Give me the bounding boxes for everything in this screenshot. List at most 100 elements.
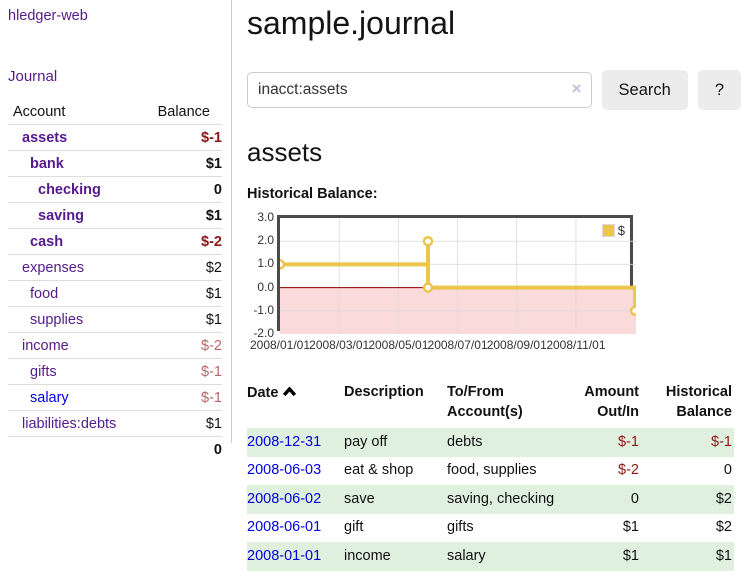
account-link-checking[interactable]: checking (38, 181, 101, 198)
account-link-saving[interactable]: saving (38, 207, 84, 224)
account-link-assets[interactable]: assets (22, 129, 68, 146)
account-link-salary[interactable]: salary (30, 389, 69, 406)
register-accounts: debts (447, 428, 557, 457)
register-description: income (344, 542, 447, 571)
account-balance: $1 (138, 202, 222, 229)
search-row: × Search ? (247, 70, 741, 110)
account-balance: $1 (138, 280, 222, 307)
account-balance: $2 (138, 254, 222, 281)
y-axis-tick: -2.0 (253, 326, 274, 340)
account-row: checking 0 (8, 176, 222, 203)
account-balance: $-2 (138, 332, 222, 359)
search-button[interactable]: Search (601, 70, 688, 110)
register-date-link[interactable]: 2008-06-01 (247, 519, 322, 536)
register-balance: $2 (641, 485, 734, 514)
account-heading: assets (247, 137, 323, 167)
y-axis-tick: 2.0 (257, 233, 274, 248)
register-accounts: saving, checking (447, 485, 557, 514)
register-row: 2008-06-03 eat & shop food, supplies $-2 0 (247, 457, 734, 486)
main-panel: sample.journal × Search ? assets Histori… (232, 0, 741, 571)
account-row: cash $-2 (8, 228, 222, 255)
chart-line-svg (280, 218, 636, 334)
register-accounts: food, supplies (447, 462, 537, 479)
account-balance: $-2 (138, 228, 222, 255)
x-axis-tick: 2008/03/01 (309, 338, 370, 352)
register-balance: $1 (641, 542, 734, 571)
legend-label: $ (617, 223, 625, 238)
accounts-col-balance: Balance (157, 103, 210, 120)
register-row: 2008-01-01 income salary $1 $1 (247, 542, 734, 571)
chart-title: Historical Balance: (247, 186, 378, 202)
account-row: liabilities:debts $1 (8, 410, 222, 437)
account-link-food[interactable]: food (30, 285, 59, 302)
account-link-cash[interactable]: cash (30, 233, 64, 250)
chart-plot-area[interactable]: $ (277, 215, 636, 334)
x-axis-tick: 2008/07/01 (427, 338, 488, 352)
account-balance: $1 (138, 306, 222, 333)
account-row: expenses $2 (8, 254, 222, 281)
register-balance: 0 (723, 462, 732, 479)
account-row: saving $1 (8, 202, 222, 229)
register-balance: $-1 (641, 428, 734, 457)
help-button[interactable]: ? (697, 70, 741, 110)
account-row: salary $-1 (8, 384, 222, 411)
account-link-gifts[interactable]: gifts (30, 363, 57, 380)
x-axis-tick: 2008/09/01 (486, 338, 547, 352)
sidebar-item-journal[interactable]: Journal (8, 68, 58, 85)
register-col-date[interactable]: Date (247, 381, 344, 428)
register-date-link[interactable]: 2008-12-31 (247, 433, 322, 450)
account-balance: $-1 (138, 358, 222, 385)
register-accounts: salary (447, 542, 557, 571)
account-link-income[interactable]: income (22, 337, 69, 354)
x-axis-tick: 2008/11/01 (546, 338, 606, 352)
sidebar: hledger-web Journal Account Balance asse… (0, 0, 232, 571)
register-table: Date Description To/From Account(s) Amoun… (247, 381, 734, 571)
account-row: gifts $-1 (8, 358, 222, 385)
account-row: food $1 (8, 280, 222, 307)
register-description: save (344, 485, 447, 514)
account-link-supplies[interactable]: supplies (30, 311, 84, 328)
chart-legend: $ (601, 223, 625, 238)
account-balance: $1 (138, 150, 222, 177)
register-row: 2008-12-31 pay off debts $-1 $-1 (247, 428, 734, 457)
account-balance: $-1 (138, 124, 222, 151)
register-col-accounts: To/From Account(s) (447, 384, 523, 420)
search-box: × (247, 72, 592, 108)
page-title: sample.journal (247, 5, 456, 41)
register-date-link[interactable]: 2008-06-02 (247, 490, 322, 507)
account-link-bank[interactable]: bank (30, 155, 64, 172)
search-input[interactable] (247, 72, 592, 108)
balance-chart: $ 3.0 2.0 1.0 0.0 -1.0 -2.0 2008/01/01 2008/03/… (247, 210, 667, 357)
brand-link[interactable]: hledger-web (8, 8, 88, 24)
x-axis-tick: 2008/01/01 (249, 338, 311, 352)
account-balance: $1 (138, 410, 222, 437)
x-axis-tick: 2008/05/01 (368, 338, 429, 352)
account-row: supplies $1 (8, 306, 222, 333)
account-balance: $-1 (138, 384, 222, 411)
register-row: 2008-06-02 save saving, checking 0 $2 (247, 485, 734, 514)
register-balance: $2 (715, 519, 732, 536)
sidebar-divider (231, 0, 232, 443)
register-description: gift (344, 519, 364, 536)
clear-search-icon[interactable]: × (571, 79, 582, 98)
register-col-balance: Historical Balance (665, 384, 732, 420)
accounts-col-account: Account (13, 103, 66, 120)
register-accounts: gifts (447, 519, 474, 536)
account-row: bank $1 (8, 150, 222, 177)
register-date-link[interactable]: 2008-06-03 (247, 462, 322, 479)
accounts-total: 0 (138, 436, 222, 462)
register-col-amount: Amount Out/In (584, 384, 639, 420)
sort-ascending-icon (283, 383, 297, 403)
account-row: assets $-1 (8, 124, 222, 151)
register-col-description: Description (344, 384, 424, 400)
account-link-liabilities-debts[interactable]: liabilities:debts (22, 415, 117, 432)
register-date-link[interactable]: 2008-01-01 (247, 547, 322, 564)
legend-swatch-icon (601, 224, 615, 237)
account-link-expenses[interactable]: expenses (22, 259, 85, 276)
y-axis-tick: 1.0 (257, 256, 274, 271)
register-description: pay off (344, 428, 447, 457)
register-amount: $-1 (557, 428, 641, 457)
accounts-total-row: 0 (8, 436, 222, 462)
register-amount: 0 (557, 485, 641, 514)
